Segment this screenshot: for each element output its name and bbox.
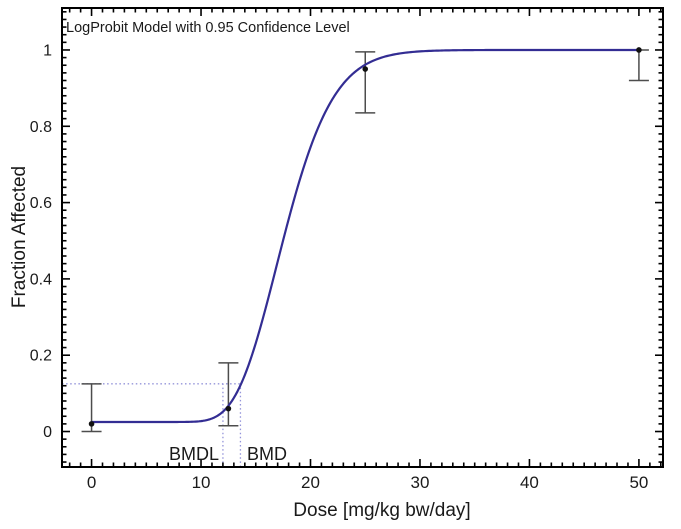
bmdl-label: BMDL: [168, 444, 219, 464]
y-tick-label: 0.4: [30, 271, 52, 288]
x-axis-label: Dose [mg/kg bw/day]: [293, 500, 471, 521]
bmd-label: BMD: [247, 444, 287, 464]
y-tick-label: 0.2: [30, 348, 52, 365]
x-tick-label: 40: [520, 473, 539, 492]
y-tick-label: 0: [43, 424, 52, 441]
data-point-marker: [88, 421, 95, 427]
x-tick-label: 30: [411, 473, 430, 492]
y-axis-label: Fraction Affected: [9, 165, 30, 309]
data-point-marker: [225, 405, 232, 412]
x-tick-label: 50: [629, 473, 648, 492]
data-point-marker: [362, 66, 369, 72]
y-tick-label: 1: [43, 42, 52, 59]
fitted-curve: [90, 48, 641, 424]
data-point-marker: [636, 47, 642, 53]
x-tick-label: 0: [87, 473, 96, 492]
x-tick-label: 20: [301, 473, 320, 492]
y-tick-label: 0.6: [30, 195, 52, 212]
y-tick-label: 0.8: [30, 119, 52, 136]
x-tick-label: 10: [192, 473, 211, 492]
plot-frame: [61, 7, 664, 468]
chart-title: LogProbit Model with 0.95 Confidence Lev…: [66, 20, 350, 36]
